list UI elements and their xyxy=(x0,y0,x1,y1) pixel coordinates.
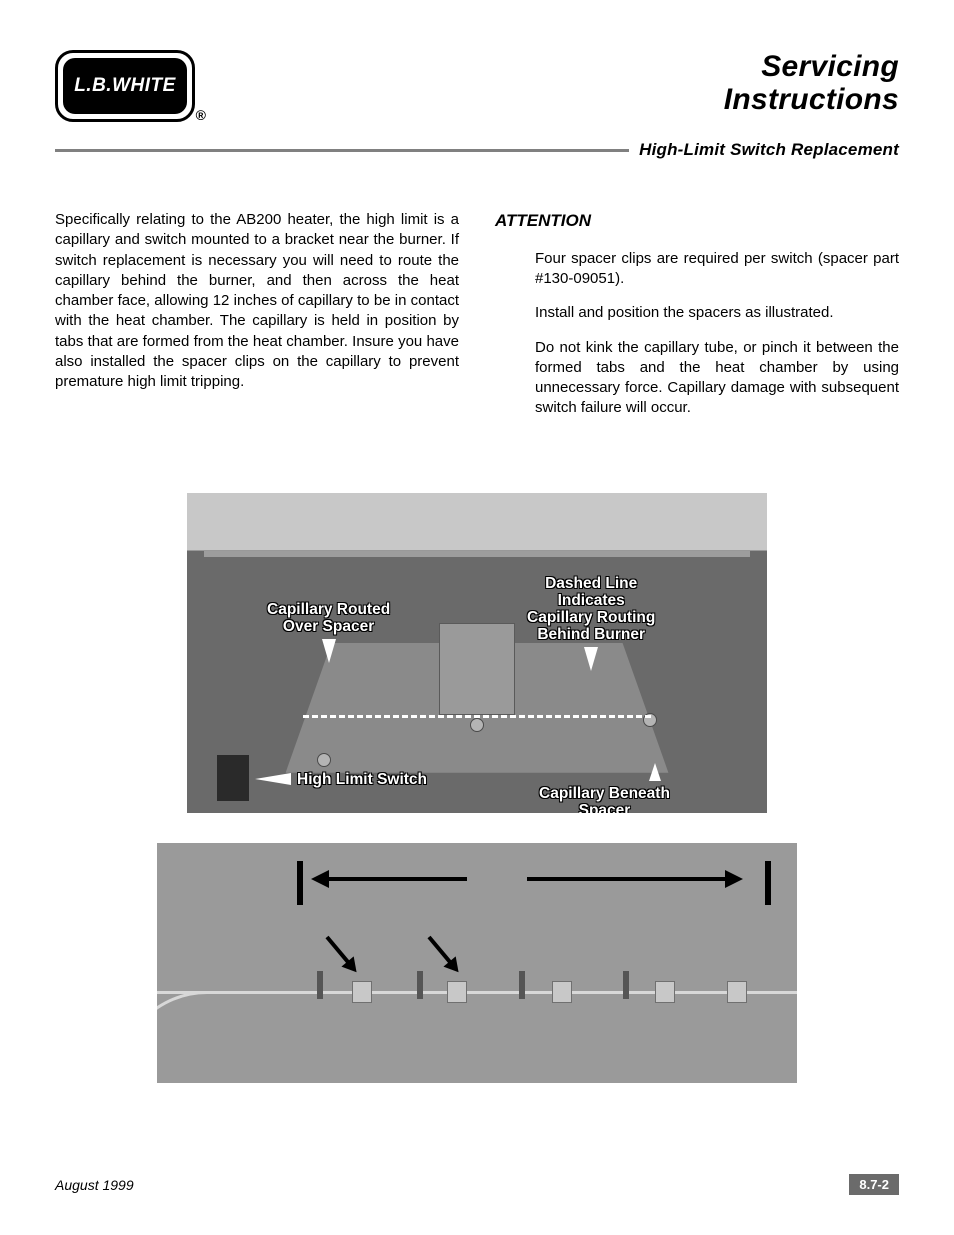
spacer-clip xyxy=(352,981,372,1003)
figure-burner-assembly: Capillary Routed Over Spacer Dashed Line… xyxy=(187,493,767,813)
callout-high-limit-switch: High Limit Switch xyxy=(297,771,427,788)
span-marker-right xyxy=(765,861,771,905)
attention-p1: Four spacer clips are required per switc… xyxy=(535,249,899,290)
left-column: Specifically relating to the AB200 heate… xyxy=(55,210,459,433)
arrow-diag-icon xyxy=(325,935,350,964)
spacer-clip xyxy=(727,981,747,1003)
section-subtitle: High-Limit Switch Replacement xyxy=(639,140,899,160)
formed-tab xyxy=(417,971,423,999)
divider-line xyxy=(55,149,629,152)
attention-p3: Do not kink the capillary tube, or pinch… xyxy=(535,338,899,419)
callout-line: Over Spacer xyxy=(283,618,374,635)
arrow-left-icon xyxy=(255,773,291,785)
dashed-routing-line xyxy=(303,715,651,718)
formed-tab xyxy=(519,971,525,999)
logo-text: L.B.WHITE xyxy=(63,58,187,114)
burner-component xyxy=(439,623,515,715)
callout-line: Capillary Routed xyxy=(267,601,390,618)
screw-icon xyxy=(470,718,484,732)
arrow-down-icon xyxy=(584,647,598,671)
arrow-diag-icon xyxy=(427,935,452,964)
title-line-1: Servicing xyxy=(724,50,899,83)
spacer-clip xyxy=(655,981,675,1003)
footer-page-number: 8.7-2 xyxy=(849,1174,899,1195)
logo: L.B.WHITE ® xyxy=(55,50,195,122)
header: L.B.WHITE ® Servicing Instructions xyxy=(55,50,899,122)
callout-line: Capillary Beneath xyxy=(539,785,670,802)
figure-capillary-spacers xyxy=(157,843,797,1083)
arrow-left-icon xyxy=(327,877,467,881)
span-marker-left xyxy=(297,861,303,905)
callout-line: Spacer xyxy=(579,802,631,813)
capillary-line xyxy=(157,991,797,994)
callout-line: High Limit Switch xyxy=(297,771,427,788)
callout-dashed-line: Dashed Line Indicates Capillary Routing … xyxy=(527,575,655,671)
arrow-up-icon xyxy=(649,763,661,781)
footer-date: August 1999 xyxy=(55,1177,134,1193)
arrow-right-icon xyxy=(527,877,727,881)
callout-line: Behind Burner xyxy=(537,626,645,643)
callout-line: Indicates xyxy=(558,592,625,609)
main-paragraph: Specifically relating to the AB200 heate… xyxy=(55,210,459,392)
formed-tab xyxy=(623,971,629,999)
body-columns: Specifically relating to the AB200 heate… xyxy=(55,210,899,433)
attention-heading: ATTENTION xyxy=(495,210,899,233)
subtitle-row: High-Limit Switch Replacement xyxy=(55,140,899,160)
spacer-clip xyxy=(552,981,572,1003)
screw-icon xyxy=(317,753,331,767)
top-edge xyxy=(204,551,749,557)
footer: August 1999 8.7-2 xyxy=(55,1174,899,1195)
capillary-curve xyxy=(157,991,257,1081)
registered-mark: ® xyxy=(196,107,206,123)
callout-line: Dashed Line xyxy=(545,575,637,592)
page-title: Servicing Instructions xyxy=(724,50,899,116)
callout-beneath-spacer: Capillary Beneath Spacer xyxy=(539,763,670,813)
formed-tab xyxy=(317,971,323,999)
attention-p2: Install and position the spacers as illu… xyxy=(535,303,899,323)
attention-body: Four spacer clips are required per switc… xyxy=(495,249,899,419)
title-line-2: Instructions xyxy=(724,83,899,116)
callout-routed-over: Capillary Routed Over Spacer xyxy=(267,601,390,663)
callout-line: Capillary Routing xyxy=(527,609,655,626)
high-limit-switch-box xyxy=(217,755,249,801)
arrow-down-icon xyxy=(322,639,336,663)
spacer-clip xyxy=(447,981,467,1003)
right-column: ATTENTION Four spacer clips are required… xyxy=(495,210,899,433)
